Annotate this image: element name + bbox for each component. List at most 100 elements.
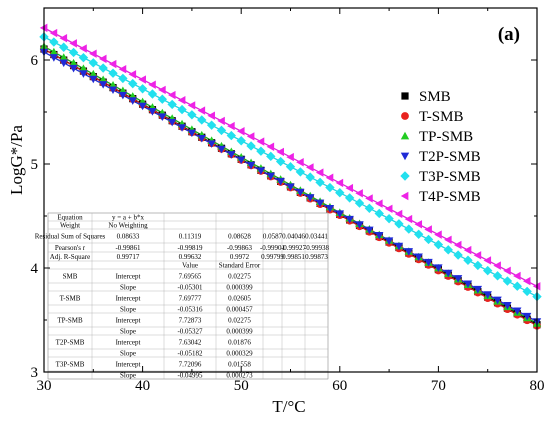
x-tick-label: 70 [431, 378, 446, 394]
table-cell: 0.9972 [230, 253, 250, 261]
y-axis-title: LogG*/Pa [7, 125, 26, 195]
data-point [118, 65, 127, 74]
table-cell: 0.08628 [228, 232, 251, 240]
data-point [79, 70, 88, 78]
data-point [108, 86, 118, 95]
x-axis-title: T/°C [272, 397, 305, 416]
legend-label-tp-smb: TP-SMB [419, 129, 473, 145]
table-cell: 0.000457 [226, 305, 253, 313]
data-points [39, 23, 542, 330]
data-point [187, 110, 197, 120]
table-cell: 0.01558 [228, 360, 251, 368]
axes: 30 40 50 60 70 80 3 4 5 6 [31, 7, 545, 394]
table-cell: 7.63042 [179, 338, 202, 346]
series-t4p-smb [39, 23, 541, 291]
table-cell: 0.03441 [305, 232, 328, 240]
data-point [177, 124, 187, 132]
table-cell: 0.99717 [117, 253, 140, 261]
y-tick-label: 4 [31, 261, 39, 277]
data-point [285, 162, 296, 172]
data-point [69, 58, 78, 67]
table-cell: 0.11319 [179, 232, 202, 240]
data-point [404, 224, 414, 234]
data-point [335, 210, 344, 218]
data-point [49, 37, 59, 47]
data-point [138, 75, 146, 84]
table-cell: 0.000329 [226, 349, 253, 357]
data-point [158, 113, 167, 121]
data-point [414, 253, 423, 262]
data-point [444, 235, 452, 244]
data-point [335, 178, 344, 188]
data-point [315, 177, 325, 188]
data-point [246, 141, 256, 151]
data-point [315, 168, 324, 177]
x-tick-label: 40 [135, 378, 150, 394]
data-point [236, 136, 246, 146]
table-cell: T2P-SMB [56, 338, 85, 346]
data-point [384, 213, 394, 224]
data-point [522, 312, 532, 321]
data-point [246, 161, 256, 170]
data-point [502, 276, 513, 286]
data-point [217, 116, 225, 126]
data-point [394, 219, 404, 229]
legend-marker-t3p-smb [400, 171, 410, 181]
x-tick-label: 80 [530, 378, 545, 394]
data-point [374, 208, 384, 219]
data-point [305, 172, 315, 182]
data-point [98, 54, 107, 64]
data-point [306, 163, 314, 172]
data-point [118, 73, 128, 84]
legend-label-t-smb: T-SMB [419, 109, 463, 125]
y-tick-label: 6 [31, 53, 39, 69]
x-tick-label: 30 [37, 378, 52, 394]
data-point [197, 134, 206, 143]
data-point [345, 183, 354, 193]
table-cell: 0.02605 [228, 294, 251, 302]
data-point [413, 229, 424, 239]
table-cell: 7.72873 [179, 316, 202, 324]
table-cell: 0.08633 [117, 232, 140, 240]
table-cell: -0.05316 [177, 305, 203, 313]
data-point [503, 302, 512, 310]
legend-label-t2p-smb: T2P-SMB [419, 149, 481, 165]
data-point [158, 85, 166, 95]
table-cell: -0.05182 [177, 349, 203, 357]
table-cell: -0.99863 [227, 244, 253, 252]
data-point [98, 63, 108, 73]
data-point [78, 52, 89, 63]
data-point [512, 281, 522, 291]
legend-marker-smb [401, 92, 409, 100]
data-point [335, 188, 345, 198]
table-cell: Adj. R-Square [50, 253, 90, 261]
data-point [375, 231, 384, 240]
table-cell: 7.69777 [179, 294, 202, 302]
data-point [345, 215, 354, 224]
data-point [276, 178, 285, 186]
data-point [364, 203, 375, 213]
data-point [108, 68, 118, 78]
data-point [227, 121, 235, 131]
legend-label-t4p-smb: T4P-SMB [419, 189, 481, 205]
data-point [187, 101, 196, 110]
data-point [296, 188, 305, 197]
data-point [79, 44, 87, 53]
table-cell: Slope [120, 371, 136, 379]
data-point [325, 182, 335, 193]
table-cell: Residual Sum of Squares [35, 232, 106, 240]
data-point [434, 230, 442, 239]
data-point [384, 237, 394, 245]
data-point [59, 53, 68, 61]
data-point [227, 151, 236, 159]
y-tick-label: 3 [31, 365, 39, 381]
legend-marker-t-smb [401, 112, 409, 120]
table-cell: 0.99851 [282, 253, 305, 261]
table-cell: -0.99927 [281, 244, 307, 252]
data-point [138, 102, 147, 111]
data-point [394, 242, 404, 251]
data-point [493, 296, 502, 305]
data-point [118, 91, 128, 100]
data-point [266, 172, 275, 181]
